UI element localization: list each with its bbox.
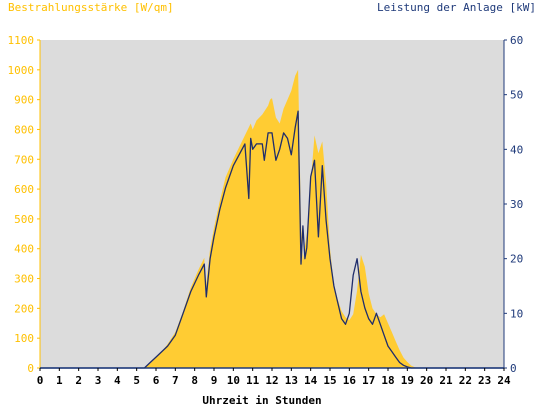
x-tick-label: 14 (304, 374, 318, 387)
right-tick-label: 60 (510, 34, 523, 47)
x-tick-label: 9 (211, 374, 218, 387)
x-tick-label: 6 (153, 374, 160, 387)
left-tick-label: 1000 (8, 64, 35, 77)
left-tick-label: 100 (14, 332, 34, 345)
power-line (40, 110, 504, 369)
left-tick-label: 600 (14, 183, 34, 196)
left-tick-label: 400 (14, 243, 34, 256)
x-axis-ticks: 0 1 2 3 4 5 6 7 8 9 10 11 12 13 14 15 16 17 18 19 20 21 22 23 24 (37, 368, 511, 387)
x-tick-label: 2 (75, 374, 82, 387)
right-axis-title: Leistung der Anlage [kW] (377, 1, 536, 14)
left-tick-label: 800 (14, 123, 34, 136)
x-tick-label: 8 (191, 374, 198, 387)
x-tick-label: 24 (497, 374, 511, 387)
x-tick-label: 3 (95, 374, 102, 387)
left-tick-label: 0 (27, 362, 34, 375)
x-tick-label: 16 (343, 374, 357, 387)
left-tick-label: 200 (14, 302, 34, 315)
x-tick-label: 20 (420, 374, 433, 387)
x-tick-label: 15 (323, 374, 336, 387)
irradiance-area-layer (40, 69, 504, 369)
right-tick-label: 30 (510, 198, 523, 211)
right-tick-label: 50 (510, 89, 523, 102)
x-tick-label: 0 (37, 374, 44, 387)
x-tick-label: 10 (227, 374, 240, 387)
left-tick-label: 700 (14, 153, 34, 166)
x-tick-label: 22 (459, 374, 472, 387)
x-tick-label: 23 (478, 374, 491, 387)
x-tick-label: 7 (172, 374, 179, 387)
x-tick-label: 17 (362, 374, 375, 387)
x-tick-label: 5 (133, 374, 140, 387)
power-line-layer (40, 110, 504, 369)
left-axis-ticks: 0 100 200 300 400 500 600 700 800 900 1000 1100 (8, 34, 40, 375)
x-tick-label: 18 (381, 374, 394, 387)
x-tick-label: 13 (285, 374, 298, 387)
x-axis-title: Uhrzeit in Stunden (202, 394, 321, 407)
x-tick-label: 19 (401, 374, 414, 387)
x-tick-label: 21 (439, 374, 453, 387)
right-tick-label: 0 (510, 362, 517, 375)
left-tick-label: 300 (14, 273, 34, 286)
left-tick-label: 900 (14, 94, 34, 107)
right-axis-ticks: 0 10 20 30 40 50 60 (504, 34, 523, 375)
x-tick-label: 1 (56, 374, 63, 387)
right-tick-label: 40 (510, 143, 523, 156)
irradiance-area (40, 69, 504, 369)
left-tick-label: 1100 (8, 34, 35, 47)
x-tick-label: 4 (114, 374, 121, 387)
left-axis-title: Bestrahlungsstärke [W/qm] (8, 1, 174, 14)
x-tick-label: 11 (246, 374, 260, 387)
x-tick-label: 12 (265, 374, 278, 387)
left-tick-label: 500 (14, 213, 34, 226)
right-tick-label: 20 (510, 253, 523, 266)
right-tick-label: 10 (510, 307, 523, 320)
